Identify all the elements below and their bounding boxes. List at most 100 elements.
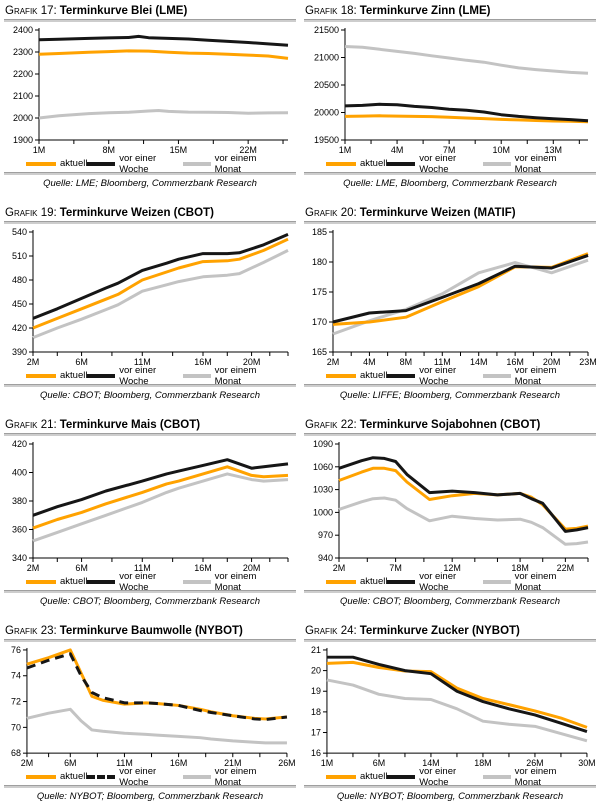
y-axis-tick-label: 18: [311, 707, 321, 717]
chart-legend: aktuell vor einer Woche vor einem Monat: [304, 766, 596, 788]
y-axis-tick-label: 2200: [13, 69, 33, 79]
legend-label: vor einem Monat: [214, 570, 257, 593]
title-divider: [304, 639, 596, 642]
chart-title: Terminkurve Weizen (MATIF): [359, 207, 516, 219]
legend-item-vor-einer-woche: vor einer Woche: [87, 365, 182, 387]
series-line-vor-einem-monat: [32, 472, 289, 543]
legend-swatch-vor-einer-woche: [87, 774, 116, 779]
chart-panel-zinn: Grafik 18: Terminkurve Zinn (LME) 19500 20…: [300, 0, 600, 202]
y-axis-tick-label: 70: [11, 722, 21, 732]
legend-label: vor einem Monat: [214, 364, 257, 387]
axes: 19500 20000 20500 21000 21500 1M 4M 7M 10M 13M: [314, 25, 588, 155]
x-axis-tick-label: 22M: [557, 563, 575, 573]
y-axis-tick-label: 340: [12, 553, 27, 563]
chart-title: Terminkurve Zinn (LME): [359, 5, 491, 17]
source-note: Quelle: NYBOT; Bloomberg, Commerzbank Re…: [36, 791, 264, 802]
y-axis-tick-label: 170: [312, 317, 327, 327]
source-note: Quelle: CBOT; Bloomberg, Commerzbank Res…: [40, 596, 260, 607]
y-axis-tick-label: 19500: [314, 135, 339, 145]
legend-swatch-vor-einem-monat: [482, 373, 511, 378]
y-axis-tick-label: 1030: [313, 485, 333, 495]
legend-label: vor einem Monat: [514, 765, 557, 788]
legend-item-aktuell: aktuell: [326, 370, 387, 381]
x-axis-tick-label: 11M: [434, 357, 451, 367]
x-axis-tick-label: 4M: [363, 357, 376, 367]
x-axis-tick-label: 6M: [75, 357, 88, 367]
grafik-number-label: Grafik 23:: [5, 625, 57, 637]
y-axis-tick-label: 2300: [13, 47, 33, 57]
x-axis-tick-label: 11M: [134, 357, 151, 367]
x-axis-tick-label: 7M: [389, 563, 402, 573]
chart-legend: aktuell vor einer Woche vor einem Monat: [304, 365, 596, 387]
legend-swatch-vor-einem-monat: [482, 161, 511, 166]
legend-item-vor-einem-monat: vor einem Monat: [182, 153, 280, 175]
chart-legend: aktuell vor einer Woche vor einem Monat: [4, 571, 296, 593]
grafik-number-label: Grafik 18:: [305, 5, 357, 17]
chart-title: Terminkurve Weizen (CBOT): [59, 207, 214, 219]
series-line-vor-einem-monat: [338, 496, 589, 546]
legend-label: aktuell: [360, 158, 388, 169]
chart-header: Grafik 21: Terminkurve Mais (CBOT): [4, 418, 296, 432]
x-axis-tick-label: 18M: [474, 758, 491, 768]
legend-item-vor-einem-monat: vor einem Monat: [482, 765, 580, 788]
legend-item-vor-einem-monat: vor einem Monat: [182, 570, 280, 593]
series-line-vor-einer-woche: [32, 458, 289, 517]
legend-swatch-vor-einer-woche: [387, 373, 416, 378]
chart-panel-weizen-matif: Grafik 20: Terminkurve Weizen (MATIF) 165…: [300, 202, 600, 414]
y-axis-tick-label: 2400: [13, 25, 33, 35]
y-axis-tick-label: 940: [318, 553, 333, 563]
y-axis-tick-label: 400: [12, 468, 27, 478]
chart-title: Terminkurve Mais (CBOT): [59, 419, 201, 431]
y-axis-tick-label: 20: [311, 666, 321, 676]
series-line-aktuell: [32, 237, 289, 330]
chart-canvas-sojabohnen-cbot: 940 970 1000 1030 1060 1090 2M 7M 12M 18M 22M: [313, 439, 589, 573]
y-axis-tick-label: 17: [311, 727, 321, 737]
series-line-vor-einer-woche: [38, 34, 289, 47]
chart-panel-mais: Grafik 21: Terminkurve Mais (CBOT) 340 360…: [0, 414, 300, 620]
chart-header: Grafik 17: Terminkurve Blei (LME): [4, 4, 296, 18]
x-axis-tick-label: 1M: [33, 145, 46, 155]
legend-swatch-aktuell: [26, 373, 56, 378]
chart-header: Grafik 22: Terminkurve Sojabohnen (CBOT): [304, 418, 596, 432]
y-axis-tick-label: 1900: [13, 135, 33, 145]
y-axis-tick-label: 480: [12, 275, 27, 285]
axes: 340 360 380 400 420 2M 6M 11M 16M 20M: [12, 439, 289, 573]
y-axis-tick-label: 2100: [13, 91, 33, 101]
x-axis-tick-label: 16M: [194, 357, 212, 367]
x-axis-tick-label: 6M: [75, 563, 88, 573]
x-axis-tick-label: 6M: [373, 758, 385, 768]
x-axis-tick-label: 22M: [239, 145, 257, 155]
legend-swatch-aktuell: [326, 579, 356, 584]
series-line-vor-einem-monat: [32, 249, 289, 339]
x-axis-tick-label: 20M: [243, 563, 261, 573]
chart-legend: aktuell vor einer Woche vor einem Monat: [304, 153, 596, 175]
x-axis-tick-label: 14M: [422, 758, 439, 768]
grafik-number-label: Grafik 24:: [305, 625, 357, 637]
legend-swatch-aktuell: [26, 579, 56, 584]
x-axis-tick-label: 2M: [327, 357, 340, 367]
legend-label: aktuell: [60, 771, 88, 783]
legend-item-aktuell: aktuell: [26, 158, 87, 169]
legend-label: vor einem Monat: [514, 364, 557, 387]
y-axis-tick-label: 21000: [314, 53, 339, 63]
x-axis-tick-label: 15M: [170, 145, 188, 155]
axes: 16 17 18 19 20 21 1M 6M 14M 18M 26M 30M: [311, 645, 596, 768]
legend-item-vor-einer-woche: vor einer Woche: [387, 766, 482, 788]
legend-label: vor einer Woche: [419, 570, 457, 593]
legend-label: aktuell: [360, 576, 388, 587]
legend-item-vor-einem-monat: vor einem Monat: [482, 153, 580, 175]
y-axis-tick-label: 420: [12, 323, 27, 333]
series-line-vor-einer-woche: [26, 652, 288, 722]
y-axis-tick-label: 540: [12, 227, 27, 237]
legend-item-vor-einem-monat: vor einem Monat: [182, 766, 280, 788]
y-axis-tick-label: 970: [318, 530, 333, 540]
legend-item-vor-einem-monat: vor einem Monat: [482, 364, 580, 387]
y-axis-tick-label: 1000: [313, 507, 333, 517]
x-axis-tick-label: 11M: [116, 758, 133, 768]
x-axis-tick-label: 13M: [545, 145, 563, 155]
chart-legend: aktuell vor einer Woche vor einem Monat: [4, 365, 296, 387]
chart-canvas-mais-cbot: 340 360 380 400 420 2M 6M 11M 16M 20M: [12, 439, 289, 573]
x-axis-tick-label: 23M: [579, 357, 596, 367]
legend-swatch-vor-einer-woche: [387, 774, 416, 779]
